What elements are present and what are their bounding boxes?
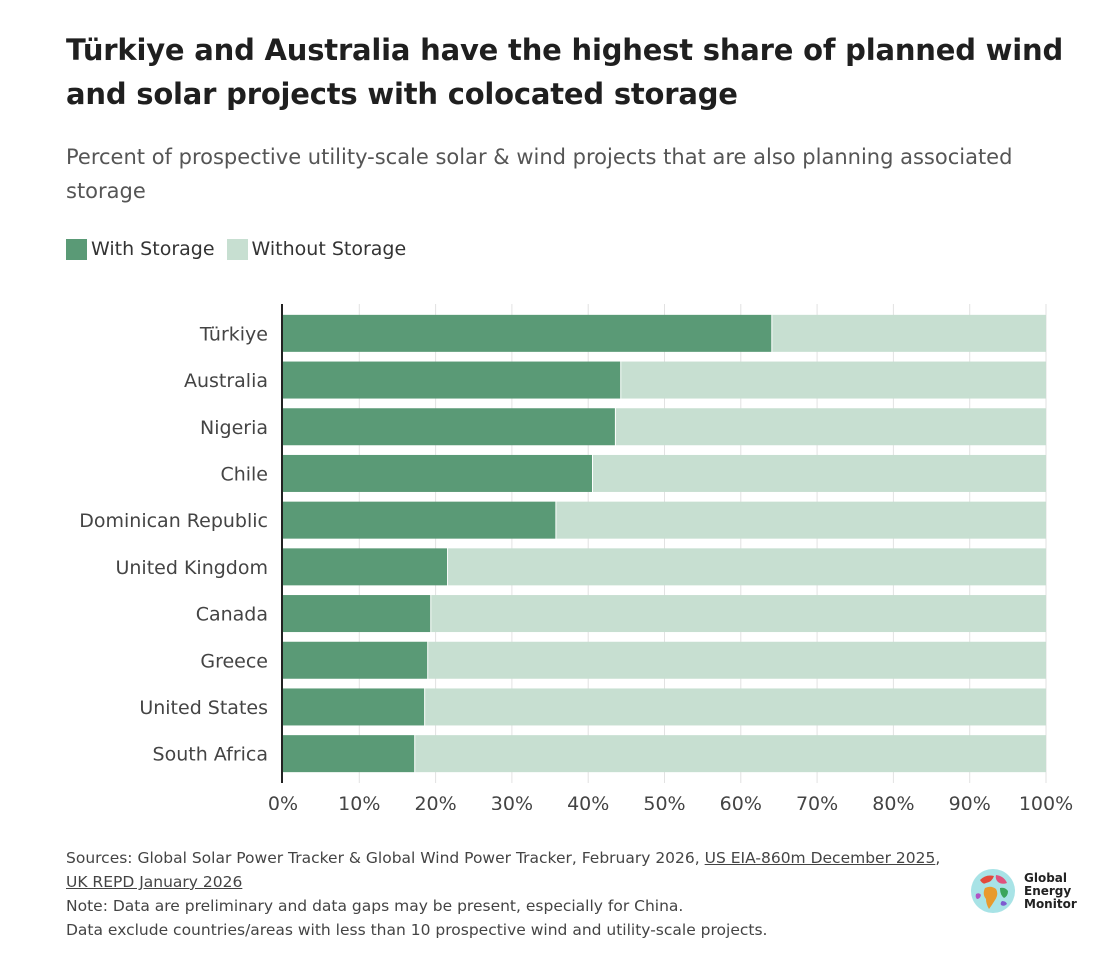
legend-item-without-storage[interactable]: Without Storage [226,238,407,260]
bar-without-storage [593,454,1046,492]
x-tick-label: 70% [796,793,838,810]
bar-with-storage [283,501,556,539]
chart-title: Türkiye and Australia have the highest s… [66,33,1063,111]
category-labels: Türkiye Australia Nigeria Chile Dominican Re… [79,323,268,765]
bar-without-storage [615,408,1046,446]
bar-without-storage [431,595,1046,633]
x-tick-label: 0% [268,793,298,810]
eia-860m-link[interactable]: US EIA-860m December 2025 [704,849,936,867]
bar-without-storage [448,548,1046,586]
x-tick-label: 30% [491,793,533,810]
chart-subtitle: Percent of prospective utility-scale sol… [66,145,1013,203]
bar-with-storage [283,548,448,586]
bar-without-storage [621,361,1046,399]
x-axis-ticks: 0% 10% 20% 30% 40% 50% 60% 70% 80% 90% 100% [268,793,1073,810]
category-label: United Kingdom [115,557,268,579]
x-tick-label: 80% [872,793,914,810]
category-label: Türkiye [199,323,268,345]
bars [283,314,1047,773]
category-label: Greece [200,650,268,672]
x-tick-label: 90% [949,793,991,810]
footer-notes: Sources: Global Solar Power Tracker & Gl… [66,846,946,942]
legend-swatch-without-storage [226,238,248,260]
globe-icon [971,869,1015,913]
sources-text: Sources: Global Solar Power Tracker & Gl… [66,849,705,867]
category-label: South Africa [153,744,268,766]
legend-label-with-storage: With Storage [91,238,215,260]
bar-with-storage [283,454,593,492]
legend: With Storage Without Storage [66,238,418,260]
bar-with-storage [283,361,621,399]
category-label: Dominican Republic [79,510,268,532]
bar-chart: Türkiye Australia Nigeria Chile Dominican Re… [79,304,1073,810]
logo-line-3: Monitor [1024,896,1077,911]
x-tick-label: 60% [720,793,762,810]
legend-label-without-storage: Without Storage [251,238,407,260]
legend-item-with-storage[interactable]: With Storage [66,238,215,260]
x-tick-label: 20% [414,793,456,810]
logo-text: Global Energy Monitor [1024,870,1077,911]
x-tick-label: 10% [338,793,380,810]
sources-line: Sources: Global Solar Power Tracker & Gl… [66,846,946,894]
legend-swatch-with-storage [66,238,87,260]
category-label: Canada [196,604,268,626]
bar-with-storage [283,314,772,352]
bar-with-storage [283,641,428,679]
bar-without-storage [415,735,1047,773]
category-label: Nigeria [200,417,268,439]
x-tick-label: 100% [1019,793,1073,810]
bar-with-storage [283,595,431,633]
exclusion-text: Data exclude countries/areas with less t… [66,921,768,939]
bar-without-storage [772,314,1046,352]
uk-repd-link[interactable]: UK REPD January 2026 [66,873,243,891]
logo-line-1: Global [1024,870,1068,885]
category-label: Chile [220,463,268,485]
sources-separator: , [935,849,941,867]
bar-with-storage [283,408,615,446]
bar-with-storage [283,735,415,773]
bar-without-storage [425,688,1046,726]
bar-with-storage [283,688,425,726]
bar-without-storage [428,641,1046,679]
category-label: Australia [184,370,268,392]
global-energy-monitor-logo[interactable]: Global Energy Monitor [968,866,1077,916]
x-tick-label: 40% [567,793,609,810]
note-text: Note: Data are preliminary and data gaps… [66,897,684,915]
x-tick-label: 50% [643,793,685,810]
logo-line-2: Energy [1024,883,1072,898]
category-label: United States [139,697,268,719]
bar-without-storage [556,501,1046,539]
